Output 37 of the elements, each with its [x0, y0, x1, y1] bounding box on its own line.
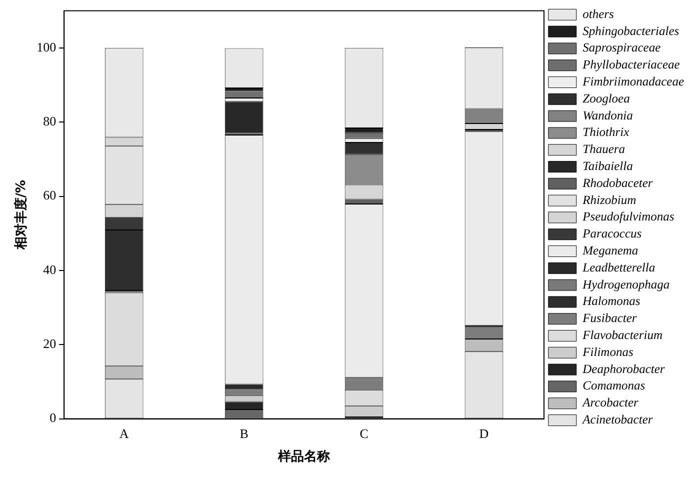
legend-label: Filimonas — [582, 344, 634, 359]
y-tick-label: 80 — [43, 113, 56, 128]
legend-label: Flavobacterium — [582, 328, 662, 342]
legend-label: Thiothrix — [582, 125, 630, 140]
legend-label: Fimbriimonadaceae — [582, 74, 684, 89]
legend-label: Rhodobaceter — [582, 176, 653, 190]
legend-label: Sphingobacteriales — [582, 24, 680, 38]
legend-label: Taibaiella — [582, 159, 633, 174]
legend-label: Meganema — [582, 244, 638, 258]
legend-label: Saprospiraceae — [582, 40, 662, 55]
legend-label: Paracoccus — [582, 226, 642, 241]
legend-label: Comamonas — [582, 378, 646, 393]
y-tick-label: 60 — [43, 188, 56, 203]
x-tick-label: B — [240, 426, 249, 442]
y-tick-label: 100 — [36, 39, 56, 54]
x-tick-label: D — [479, 426, 489, 442]
legend-label: Halomonas — [582, 294, 640, 308]
y-tick-label: 20 — [43, 336, 56, 352]
legend-label: Pseudofulvimonas — [582, 210, 674, 224]
y-axis-title: 相对丰度/% — [13, 180, 30, 251]
legend-label: Wandonia — [582, 108, 633, 122]
x-tick-label: C — [360, 426, 368, 442]
legend-label: Rhizobium — [582, 192, 636, 207]
legend-label: Hydrogenophaga — [582, 277, 670, 292]
y-tick-label: 40 — [43, 262, 56, 277]
legend-label: Leadbetterella — [582, 260, 656, 274]
legend-label: Acinetobacter — [582, 412, 653, 427]
legend-label: Arcobacter — [582, 396, 639, 410]
legend-label: Deaphorobacter — [582, 362, 665, 376]
legend-label: Phyllobacteriaceae — [582, 58, 680, 72]
legend-label: Thauera — [582, 142, 626, 156]
x-tick-label: A — [119, 426, 130, 442]
y-tick-label: 0 — [50, 410, 56, 426]
legend-label: others — [582, 6, 614, 21]
x-axis-title: 样品名称 — [277, 450, 332, 465]
legend-label: Zoogloea — [582, 91, 630, 106]
legend-label: Fusibacter — [582, 311, 637, 326]
